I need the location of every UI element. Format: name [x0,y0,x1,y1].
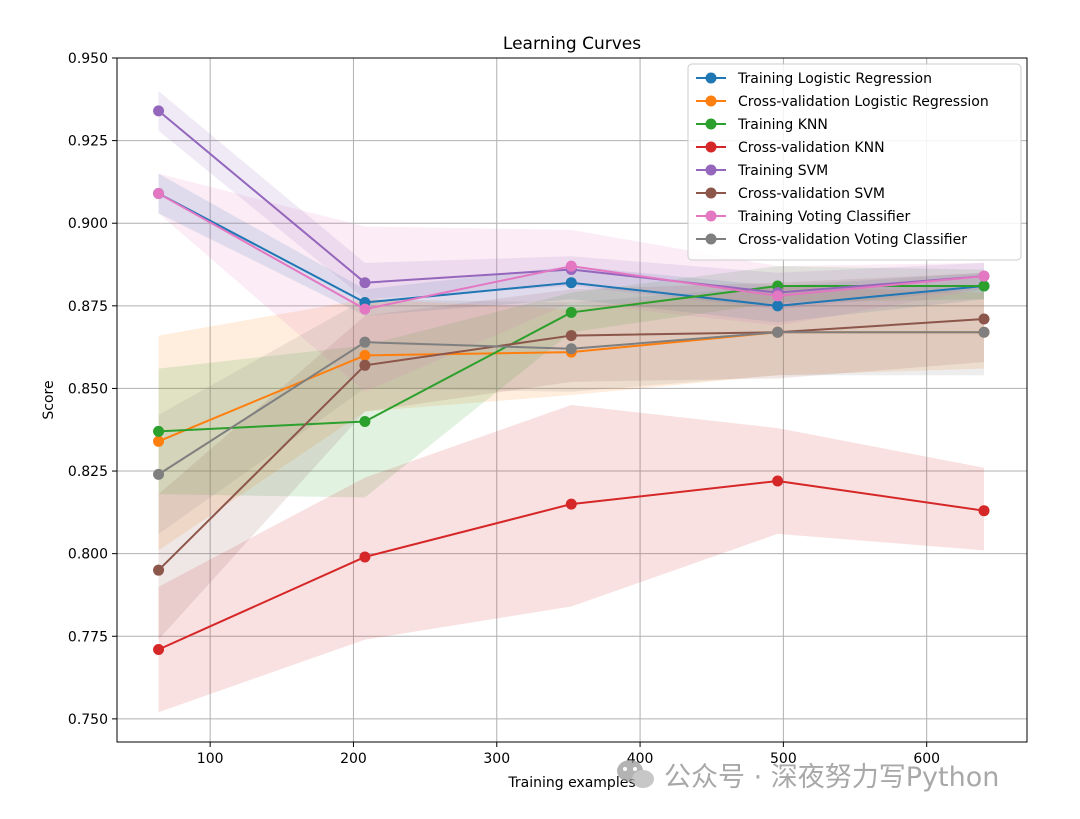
chart-title: Learning Curves [503,34,641,54]
legend-marker [705,118,717,130]
point-cross-validation-knn [359,551,371,563]
point-cross-validation-voting-classifier [772,326,784,338]
axis-ticks: 100 200 300 400 500 6000.7500.7750.8000.8250.… [68,51,940,767]
point-training-voting-classifier [565,260,577,272]
point-cross-validation-knn [153,643,165,655]
point-training-voting-classifier [153,187,165,199]
legend: Training Logistic Regression Cross-valida… [687,63,1022,261]
plot-frame [116,57,1028,743]
band-training-knn [158,266,985,498]
point-cross-validation-voting-classifier [565,343,577,355]
x-tick-label: 300 [483,751,510,767]
point-cross-validation-voting-classifier [978,326,990,338]
x-tick-label: 200 [340,751,367,767]
point-cross-validation-logistic-regression [153,435,165,447]
point-training-voting-classifier [978,270,990,282]
x-axis-label: Training examples [507,775,635,791]
y-tick-label: 0.775 [68,629,108,645]
legend-marker [705,210,717,222]
y-tick-label: 0.900 [68,216,108,232]
legend-label: Cross-validation Logistic Regression [738,94,989,110]
legend-label: Training SVM [737,163,828,179]
legend-label: Cross-validation SVM [738,186,885,202]
legend-box [687,63,1022,261]
point-training-logistic-regression [772,300,784,312]
band-cross-validation-voting-classifier [158,286,985,534]
watermark-text: 公众号 · 深夜努力写Python [664,762,999,793]
point-cross-validation-voting-classifier [153,468,165,480]
y-tick-label: 0.800 [68,547,108,563]
legend-label: Training KNN [737,117,828,133]
legend-marker [705,164,717,176]
x-tick-label: 100 [197,751,224,767]
point-training-svm [153,105,165,117]
point-training-knn [153,425,165,437]
series-points [153,105,990,655]
point-cross-validation-knn [978,505,990,517]
y-tick-label: 0.850 [68,381,108,397]
legend-label: Cross-validation KNN [738,140,885,156]
legend-marker [705,141,717,153]
point-training-logistic-regression [565,277,577,289]
y-tick-label: 0.925 [68,134,108,150]
watermark: 公众号 · 深夜努力写Python [617,760,999,793]
legend-marker [705,233,717,245]
legend-label: Training Logistic Regression [737,71,932,87]
legend-label: Cross-validation Voting Classifier [738,232,967,248]
y-tick-label: 0.950 [68,51,108,67]
point-cross-validation-svm [565,330,577,342]
point-cross-validation-voting-classifier [359,336,371,348]
wechat-icon [617,760,654,788]
point-cross-validation-svm [978,313,990,325]
y-tick-label: 0.875 [68,299,108,315]
point-cross-validation-knn [772,475,784,487]
point-training-svm [359,277,371,289]
point-training-knn [978,280,990,292]
legend-marker [705,72,717,84]
point-training-knn [359,415,371,427]
x-tick-label: 600 [913,751,940,767]
point-training-voting-classifier [359,303,371,315]
x-tick-label: 500 [770,751,797,767]
legend-marker [705,95,717,107]
point-cross-validation-logistic-regression [359,349,371,361]
legend-marker [705,187,717,199]
y-axis-label: Score [41,380,57,419]
legend-label: Training Voting Classifier [737,209,910,225]
point-training-voting-classifier [772,290,784,302]
y-tick-label: 0.750 [68,712,108,728]
point-training-knn [565,306,577,318]
point-cross-validation-svm [359,359,371,371]
point-cross-validation-knn [565,498,577,510]
y-tick-label: 0.825 [68,464,108,480]
band-training-logistic-regression [158,173,985,323]
point-cross-validation-svm [153,564,165,576]
